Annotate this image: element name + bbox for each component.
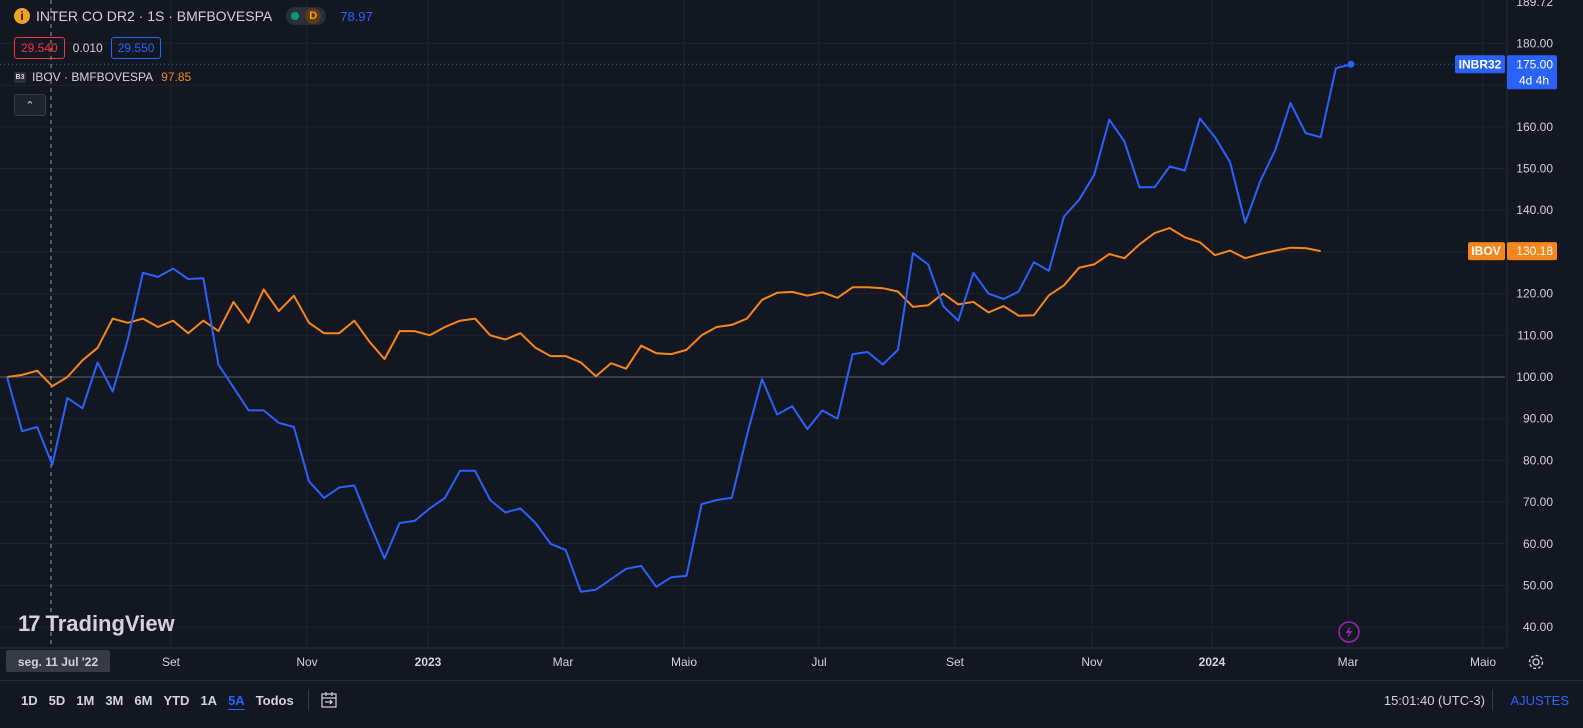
y-tick-label: 140.00	[1516, 203, 1553, 217]
y-tick-label: 110.00	[1517, 328, 1553, 342]
compare-symbol-legend[interactable]: B3 IBOV · BMFBOVESPA 97.85	[14, 70, 191, 84]
x-tick-label: Mar	[1338, 655, 1359, 669]
tradingview-logo-icon: 17	[18, 611, 41, 636]
x-tick-label: Mar	[553, 655, 574, 669]
collapse-legend-button[interactable]: ⌃	[14, 94, 46, 116]
x-tick-label: Set	[162, 655, 181, 669]
time-axis: Set Nov 2023 Mar Maio Jul Set Nov 2024 Mar Maio seg…	[0, 647, 1505, 672]
calendar-goto-icon[interactable]	[319, 691, 339, 709]
x-tick-label: Maio	[1470, 655, 1496, 669]
price-chart[interactable]: 189.72 40.00 50.00 60.00 70.00 80.00 90.00 100.…	[0, 0, 1583, 680]
ibov-price-label: IBOV 130.18	[1468, 242, 1557, 261]
svg-text:INBR32: INBR32	[1459, 57, 1502, 71]
period-todos[interactable]: Todos	[255, 692, 294, 708]
y-tick-label: 150.00	[1516, 162, 1553, 176]
tradingview-wordmark: TradingView	[45, 611, 175, 636]
y-tick-label: 100.00	[1516, 370, 1553, 384]
y-tick-label: 40.00	[1523, 620, 1553, 634]
period-6m[interactable]: 6M	[134, 692, 153, 708]
ask-price[interactable]: 29.550	[110, 37, 162, 59]
symbol-title[interactable]: INTER CO DR2 · 1S · BMFBOVESPA	[36, 8, 273, 24]
svg-text:seg. 11 Jul '22: seg. 11 Jul '22	[18, 655, 99, 669]
y-tick-label: 180.00	[1516, 36, 1553, 50]
svg-text:175.00: 175.00	[1516, 57, 1553, 71]
toolbar-divider	[307, 689, 309, 711]
period-5a[interactable]: 5A	[228, 692, 245, 708]
compare-value: 97.85	[161, 70, 192, 84]
bid-ask-row: 29.540 0.010 29.550	[14, 37, 162, 59]
market-status[interactable]: D	[286, 7, 327, 25]
spread-value: 0.010	[72, 41, 103, 55]
y-tick-label: 70.00	[1523, 495, 1553, 509]
price-axis: 189.72 40.00 50.00 60.00 70.00 80.00 90.00 100.…	[1506, 0, 1553, 648]
period-1m[interactable]: 1M	[76, 692, 95, 708]
chevron-up-icon: ⌃	[25, 99, 35, 112]
bottom-toolbar: 1D 5D 1M 3M 6M YTD 1A 5A Todos 15:01:40 (UTC-3) …	[0, 680, 1583, 719]
x-tick-label: Nov	[1081, 655, 1102, 669]
svg-text:130.18: 130.18	[1516, 244, 1553, 258]
timeframe-badge: D	[305, 8, 322, 24]
chart-grid	[0, 0, 1505, 648]
y-tick-label: 80.00	[1523, 453, 1553, 467]
gear-icon[interactable]	[1527, 653, 1545, 671]
toolbar-divider	[1492, 689, 1493, 711]
b3-logo-icon: B3	[14, 71, 26, 83]
svg-text:4d 4h: 4d 4h	[1519, 73, 1549, 87]
y-tick-label: 160.00	[1516, 120, 1553, 134]
bid-price[interactable]: 29.540	[14, 37, 65, 59]
period-ytd[interactable]: YTD	[163, 692, 190, 708]
main-symbol-legend[interactable]: i INTER CO DR2 · 1S · BMFBOVESPA D 78.97	[14, 7, 373, 25]
period-1a[interactable]: 1A	[200, 692, 218, 708]
y-tick-label: 189.72	[1516, 0, 1553, 9]
x-tick-label: Nov	[296, 655, 317, 669]
tradingview-watermark: 17 TradingView	[18, 611, 175, 637]
x-tick-label: Jul	[811, 655, 826, 669]
inbr32-price-label: INBR32 175.00 4d 4h	[1455, 55, 1557, 90]
series-line-inbr32	[6, 63, 1352, 593]
y-tick-label: 120.00	[1516, 287, 1553, 301]
y-tick-label: 60.00	[1523, 537, 1553, 551]
adjustments-button[interactable]: AJUSTES	[1510, 692, 1569, 708]
x-tick-label: 2023	[415, 655, 442, 669]
series-line-ibov	[6, 227, 1321, 388]
period-selector: 1D 5D 1M 3M 6M YTD 1A 5A Todos	[0, 693, 294, 708]
info-icon[interactable]: i	[14, 8, 30, 24]
svg-text:IBOV: IBOV	[1471, 244, 1500, 258]
last-price-labels: INBR32 175.00 4d 4h IBOV 130.18	[1455, 55, 1557, 261]
lightning-icon[interactable]	[1338, 621, 1360, 643]
percent-value: 78.97	[340, 8, 373, 24]
period-1d[interactable]: 1D	[21, 692, 38, 708]
last-point-marker	[1347, 60, 1355, 68]
y-tick-label: 90.00	[1523, 412, 1553, 426]
compare-symbol[interactable]: IBOV · BMFBOVESPA	[32, 70, 154, 84]
period-3m[interactable]: 3M	[105, 692, 124, 708]
crosshair-date-label: seg. 11 Jul '22	[6, 650, 110, 672]
period-5d[interactable]: 5D	[48, 692, 66, 708]
x-tick-label: Maio	[671, 655, 697, 669]
clock-time[interactable]: 15:01:40 (UTC-3)	[1383, 692, 1485, 708]
x-tick-label: 2024	[1199, 655, 1226, 669]
market-open-icon	[291, 12, 300, 20]
x-tick-label: Set	[946, 655, 965, 669]
y-tick-label: 50.00	[1523, 579, 1553, 593]
chart-series	[0, 60, 1505, 593]
